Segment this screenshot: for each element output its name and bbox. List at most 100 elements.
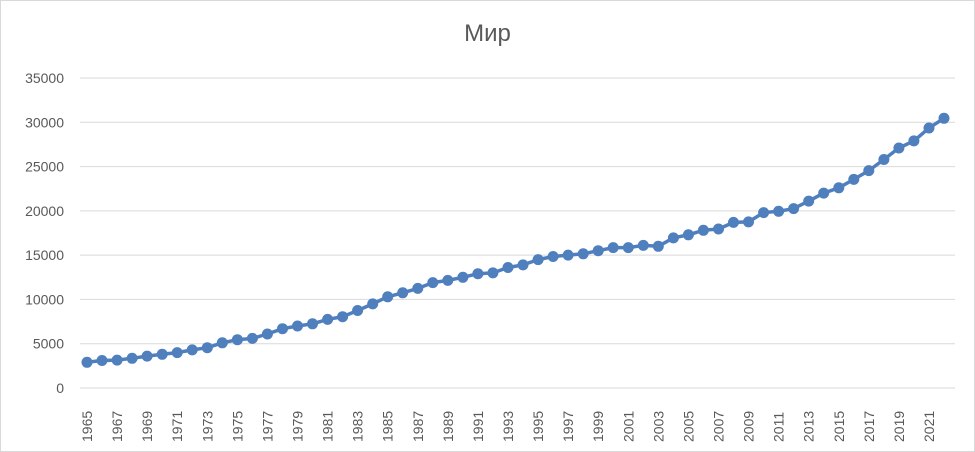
x-tick-label: 2015 [831,411,847,442]
data-point [652,240,664,252]
y-tick-label: 20000 [25,203,64,219]
data-point [893,142,905,154]
data-point [186,344,198,356]
x-tick-label: 1993 [500,411,516,442]
data-point [758,207,770,219]
x-tick-label: 1985 [380,411,396,442]
data-point [111,354,123,366]
x-tick-label: 1965 [79,411,95,442]
data-point [773,205,785,217]
x-tick-label: 1983 [350,411,366,442]
y-tick-label: 30000 [25,114,64,130]
x-tick-label: 1969 [139,411,155,442]
data-point [382,291,394,303]
x-tick-label: 2021 [921,411,937,442]
y-tick-label: 35000 [25,70,64,86]
data-point [818,187,830,199]
data-point [307,318,318,330]
y-tick-label: 5000 [33,336,64,352]
x-tick-label: 2017 [861,411,877,442]
data-point [126,352,138,364]
data-point [216,337,228,349]
x-axis-ticks: 1965 1967 1969 1971 1973 1975 1977 1979 1981 1983… [79,411,937,442]
y-tick-label: 15000 [25,247,64,263]
x-tick-label: 2001 [620,411,636,442]
x-tick-label: 1989 [440,411,456,442]
data-point [728,216,739,228]
x-tick-label: 1971 [169,411,185,442]
data-point [487,267,499,279]
data-point [923,122,935,134]
data-point [577,248,589,260]
data-point [697,224,709,236]
x-tick-label: 1999 [590,411,606,442]
data-point [427,277,439,289]
data-point [81,356,93,368]
x-tick-label: 1979 [289,411,305,442]
x-tick-label: 2007 [710,411,726,442]
data-point [833,182,845,194]
gridlines [80,77,955,389]
y-tick-label: 0 [56,380,64,396]
chart-title: Мир [464,20,511,47]
data-point [547,251,559,262]
data-point [277,323,288,335]
x-tick-label: 1977 [259,411,275,442]
data-point [908,135,920,147]
data-point [788,203,800,215]
x-tick-label: 2003 [650,411,666,442]
data-point [622,242,634,254]
data-point [337,311,349,323]
data-point [397,287,409,299]
x-tick-label: 1967 [109,411,125,442]
x-tick-label: 1987 [410,411,426,442]
series-world [81,112,950,368]
data-point [261,328,273,340]
x-tick-label: 1973 [199,411,215,442]
data-point [667,232,679,244]
x-tick-label: 1981 [320,411,336,442]
y-axis-ticks: 0 5000 10000 15000 20000 25000 30000 35000 [25,70,64,396]
x-tick-label: 1997 [560,411,576,442]
y-tick-label: 10000 [25,291,64,307]
data-point [171,347,183,359]
data-point [637,239,649,251]
data-point [517,259,529,271]
data-point [457,271,469,283]
data-point [96,355,108,366]
data-point [141,350,153,362]
x-tick-label: 2019 [891,411,907,442]
data-point [156,348,168,360]
data-point [292,320,303,332]
x-tick-label: 2009 [741,411,757,442]
data-point [682,229,694,241]
data-point [863,165,875,177]
x-tick-label: 2011 [771,412,787,442]
data-point [562,249,574,261]
data-point [502,262,514,273]
data-point [412,282,424,294]
x-tick-label: 1995 [530,411,546,442]
data-point [442,274,454,286]
data-point [201,342,213,354]
data-point [878,154,890,165]
x-tick-label: 2013 [801,411,817,442]
data-point [713,223,724,235]
data-point [532,254,544,266]
data-point [472,268,484,280]
series-line [86,116,945,365]
data-point [231,334,243,346]
x-tick-label: 2005 [680,411,696,442]
x-tick-label: 1991 [470,411,486,442]
data-point [607,242,619,254]
data-point [743,216,754,228]
data-point [367,298,379,310]
data-point [803,195,815,207]
data-point [592,245,604,257]
data-point [322,313,334,325]
data-point [246,332,258,344]
data-point [938,112,950,124]
x-tick-label: 1975 [229,411,245,442]
